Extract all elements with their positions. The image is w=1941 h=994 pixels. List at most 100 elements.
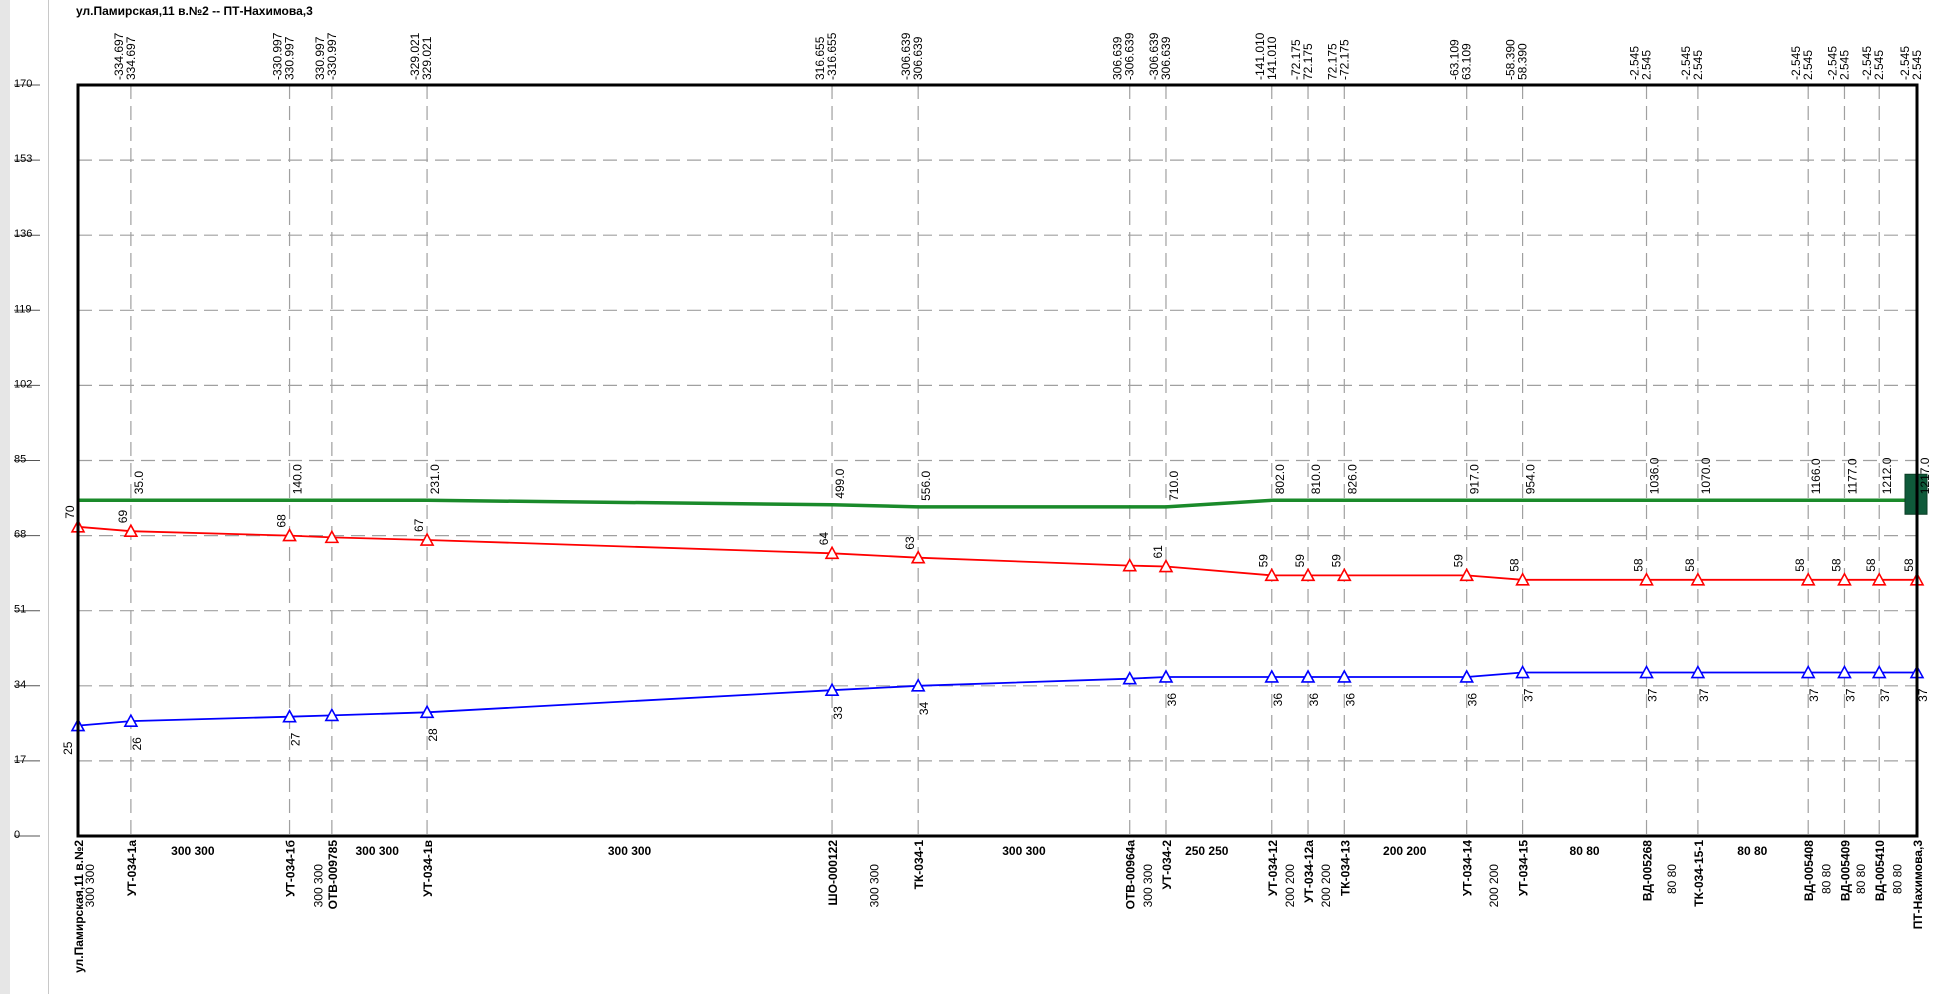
flow-label: 72.175 bbox=[1325, 43, 1339, 80]
flow-label: 141.010 bbox=[1265, 36, 1279, 80]
segment-diameter-label: 300 300 bbox=[1002, 844, 1046, 858]
return-point bbox=[1336, 669, 1352, 683]
return-point bbox=[1122, 671, 1138, 685]
flow-label: 306.639 bbox=[911, 36, 925, 80]
flow-label: 334.697 bbox=[124, 36, 138, 80]
segment-diameter-label: 200 200 bbox=[1383, 844, 1427, 858]
flow-label: -2.545 bbox=[1825, 46, 1839, 80]
node-name-label: УТ-034-14 bbox=[1461, 840, 1475, 896]
flow-label: -58.390 bbox=[1504, 39, 1518, 80]
y-tick-label: 68 bbox=[14, 529, 26, 541]
distance-label: 1177.0 bbox=[1845, 458, 1859, 494]
return-data-label: 37 bbox=[1522, 688, 1536, 702]
supply-data-label: 63 bbox=[903, 536, 917, 550]
plot-frame bbox=[76, 83, 1919, 838]
flow-label: -306.639 bbox=[1123, 32, 1137, 80]
supply-data-label: 58 bbox=[1793, 558, 1807, 572]
return-data-label: 37 bbox=[1878, 688, 1892, 702]
y-tick-label: 51 bbox=[14, 604, 26, 616]
supply-data-label: 70 bbox=[63, 505, 77, 519]
distance-label: 1212.0 bbox=[1880, 457, 1894, 494]
ground-elevation-line bbox=[78, 498, 1917, 509]
flow-label: -72.175 bbox=[1337, 39, 1351, 80]
segment-diameter-label: 300 300 bbox=[867, 864, 881, 908]
return-data-label: 36 bbox=[1343, 693, 1357, 707]
segment-diameter-label: 300 300 bbox=[171, 844, 215, 858]
node-name-label: ВД-005268 bbox=[1641, 840, 1655, 901]
return-data-label: 37 bbox=[1916, 688, 1930, 702]
supply-data-label: 61 bbox=[1151, 545, 1165, 559]
y-tick-label: 119 bbox=[14, 303, 32, 315]
flow-label: -316.655 bbox=[825, 32, 839, 80]
return-point bbox=[824, 682, 840, 697]
segment-diameter-label: 300 300 bbox=[608, 844, 652, 858]
supply-point bbox=[419, 532, 435, 546]
segment-diameter-label: 80 80 bbox=[1665, 864, 1679, 894]
return-point bbox=[324, 707, 340, 722]
return-point bbox=[123, 713, 139, 727]
supply-point bbox=[1300, 567, 1316, 582]
flow-label: 330.997 bbox=[283, 36, 297, 80]
return-data-label: 34 bbox=[917, 701, 931, 715]
return-point bbox=[1158, 669, 1174, 683]
return-data-label: 26 bbox=[130, 737, 144, 751]
flow-label: 330.997 bbox=[313, 36, 327, 80]
supply-data-label: 59 bbox=[1293, 554, 1307, 568]
supply-point bbox=[1264, 567, 1280, 582]
return-pressure-line bbox=[77, 671, 1917, 727]
flow-label: 2.545 bbox=[1640, 50, 1654, 80]
flow-label: 329.021 bbox=[420, 36, 434, 80]
supply-data-label: 58 bbox=[1829, 558, 1843, 572]
supply-point bbox=[282, 527, 297, 542]
flow-label: -141.010 bbox=[1253, 32, 1267, 80]
return-data-label: 37 bbox=[1646, 688, 1660, 702]
supply-point bbox=[1800, 572, 1816, 586]
y-tick-label: 102 bbox=[14, 378, 32, 390]
segment-diameter-label: 80 80 bbox=[1570, 844, 1600, 858]
supply-data-label: 68 bbox=[275, 514, 289, 528]
supply-point bbox=[1515, 572, 1530, 586]
return-point bbox=[910, 678, 926, 692]
segment-diameter-label: 80 80 bbox=[1819, 864, 1833, 894]
return-data-label: 36 bbox=[1307, 693, 1321, 707]
return-data-label: 36 bbox=[1271, 693, 1285, 707]
node-name-label: ТК-034-15-1 bbox=[1692, 840, 1706, 907]
flow-label: 2.545 bbox=[1872, 50, 1886, 80]
node-name-label: ВД-005410 bbox=[1873, 840, 1887, 901]
flow-label: -334.697 bbox=[112, 32, 126, 80]
supply-point bbox=[910, 550, 926, 564]
supply-data-label: 64 bbox=[817, 532, 831, 546]
supply-point bbox=[1871, 572, 1887, 586]
y-tick-label: 153 bbox=[14, 153, 32, 165]
supply-point bbox=[1837, 572, 1852, 586]
labels-layer: 70 25 ул.Памирская,11 в.№2 69 26 35.0 -334.697… bbox=[61, 32, 1932, 973]
return-point bbox=[419, 704, 435, 719]
grid-layer bbox=[78, 85, 1917, 836]
node-name-label: ВД-005409 bbox=[1838, 840, 1852, 901]
supply-point bbox=[1336, 567, 1352, 582]
segment-diameter-label: 200 200 bbox=[1319, 864, 1333, 908]
y-tick-label: 34 bbox=[14, 679, 26, 691]
segment-diameter-label: 80 80 bbox=[1854, 864, 1868, 894]
segment-diameter-label: 300 300 bbox=[311, 864, 325, 908]
distance-label: 140.0 bbox=[291, 464, 305, 494]
node-name-label: УТ-034-12 bbox=[1266, 840, 1280, 896]
supply-pressure-line bbox=[77, 525, 1917, 581]
supply-point bbox=[1122, 557, 1138, 572]
node-name-label: УТ-034-1б bbox=[284, 840, 298, 897]
supply-point bbox=[824, 545, 840, 560]
distance-label: 231.0 bbox=[428, 464, 442, 494]
distance-label: 556.0 bbox=[919, 471, 933, 501]
distance-label: 826.0 bbox=[1345, 464, 1359, 494]
supply-point bbox=[324, 529, 340, 544]
return-data-label: 28 bbox=[426, 728, 440, 742]
node-name-label: ТК-034-13 bbox=[1338, 840, 1352, 896]
node-name-label: УТ-034-15 bbox=[1517, 840, 1531, 896]
series-layer bbox=[70, 473, 1928, 732]
segment-diameter-label: 80 80 bbox=[1737, 844, 1767, 858]
supply-data-label: 59 bbox=[1329, 554, 1343, 568]
flow-label: -2.545 bbox=[1679, 46, 1693, 80]
supply-data-label: 58 bbox=[1683, 558, 1697, 572]
y-tick-label: 85 bbox=[14, 454, 26, 466]
